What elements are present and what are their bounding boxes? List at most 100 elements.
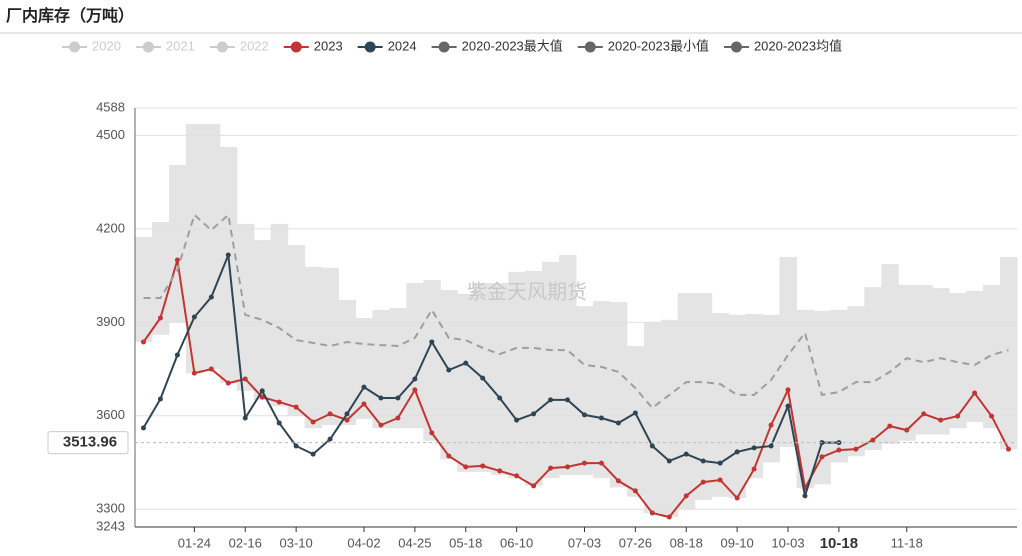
axis-group: 3243 3300 3600 3900 4200 4500 4588 01-24 02-16 03… bbox=[47, 99, 1017, 555]
range-band bbox=[881, 264, 899, 444]
data-point bbox=[497, 395, 503, 401]
pointer-y-box bbox=[47, 431, 129, 455]
range-band bbox=[236, 223, 255, 391]
legend-item[interactable]: 2024 bbox=[357, 38, 417, 53]
x-tick-label: 09-10 bbox=[721, 535, 754, 550]
range-band bbox=[440, 289, 458, 460]
range-band bbox=[609, 302, 628, 488]
data-point bbox=[632, 410, 638, 416]
data-point bbox=[395, 395, 401, 401]
data-point bbox=[412, 376, 418, 382]
data-point bbox=[361, 401, 367, 407]
legend-item[interactable]: 2020-2023最小值 bbox=[577, 38, 709, 53]
data-point bbox=[598, 460, 604, 466]
data-point bbox=[140, 339, 146, 345]
data-point bbox=[1006, 446, 1012, 452]
range-band bbox=[660, 319, 679, 518]
data-point bbox=[819, 454, 825, 460]
data-point bbox=[751, 466, 757, 472]
data-point bbox=[870, 437, 876, 443]
range-band bbox=[304, 266, 323, 429]
legend-item[interactable]: 2022 bbox=[209, 38, 269, 53]
legend-label[interactable]: 2020-2023最大值 bbox=[462, 38, 563, 53]
data-point bbox=[497, 468, 503, 474]
data-point bbox=[972, 390, 978, 396]
x-tick-label: 11-18 bbox=[891, 535, 923, 550]
data-point bbox=[531, 411, 537, 417]
legend-label[interactable]: 2020-2023最小值 bbox=[608, 38, 709, 53]
range-band bbox=[1000, 256, 1018, 450]
series-line bbox=[142, 259, 1010, 519]
x-tick-label: 04-02 bbox=[347, 535, 380, 550]
data-point bbox=[378, 395, 384, 401]
legend-item[interactable]: 2020 bbox=[62, 38, 121, 53]
range-band bbox=[949, 293, 967, 429]
data-point bbox=[327, 436, 333, 442]
data-point bbox=[683, 451, 689, 457]
data-point bbox=[565, 464, 571, 470]
data-point bbox=[429, 339, 435, 345]
legend: 2020 2021 2022 2023 2024 2020-2023最大值 2020-202… bbox=[62, 38, 842, 53]
series-line bbox=[142, 254, 839, 497]
data-point bbox=[632, 488, 638, 494]
data-point bbox=[412, 387, 418, 393]
data-point bbox=[208, 294, 214, 300]
y-tick-label: 3300 bbox=[96, 501, 125, 516]
range-band bbox=[796, 309, 814, 489]
legend-label[interactable]: 2022 bbox=[240, 38, 269, 53]
data-point bbox=[548, 397, 554, 403]
chart-title: 厂内库存（万吨） bbox=[6, 6, 134, 25]
legend-item[interactable]: 2020-2023均值 bbox=[723, 38, 842, 53]
data-point bbox=[293, 404, 299, 410]
data-point bbox=[717, 460, 723, 466]
data-point bbox=[955, 413, 961, 419]
range-band bbox=[135, 236, 153, 342]
data-point bbox=[751, 445, 757, 451]
data-point bbox=[446, 367, 452, 373]
data-point bbox=[310, 419, 316, 425]
data-point bbox=[395, 415, 401, 421]
data-point bbox=[463, 464, 469, 470]
data-point bbox=[259, 388, 265, 394]
pointer-x-label: 10-18 bbox=[820, 535, 858, 552]
data-point bbox=[785, 403, 791, 409]
data-point bbox=[615, 420, 621, 426]
data-point bbox=[225, 252, 231, 258]
legend-label[interactable]: 2021 bbox=[166, 38, 195, 53]
data-point bbox=[734, 449, 740, 455]
legend-icon-dot bbox=[584, 41, 596, 53]
x-tick-label: 07-26 bbox=[619, 535, 652, 550]
data-point bbox=[140, 425, 146, 431]
legend-item[interactable]: 2021 bbox=[135, 38, 195, 53]
y-tick-label: 4588 bbox=[96, 99, 125, 114]
data-point bbox=[989, 413, 995, 419]
legend-icon-dot bbox=[290, 41, 302, 53]
data-point bbox=[157, 315, 163, 321]
data-point bbox=[768, 422, 774, 428]
data-point bbox=[242, 376, 248, 382]
legend-item[interactable]: 2020-2023最大值 bbox=[431, 38, 563, 53]
data-point bbox=[683, 493, 689, 499]
legend-icon-dot bbox=[69, 41, 80, 53]
legend-label[interactable]: 2020 bbox=[92, 38, 121, 53]
legend-label[interactable]: 2023 bbox=[314, 38, 343, 53]
pointer-x-box bbox=[808, 533, 869, 555]
y-tick-label: 4500 bbox=[96, 127, 125, 142]
data-point bbox=[666, 458, 672, 464]
data-point bbox=[531, 483, 537, 489]
data-point bbox=[361, 384, 367, 390]
data-point bbox=[276, 420, 282, 426]
x-tick-label: 01-24 bbox=[178, 535, 211, 550]
data-point bbox=[666, 514, 672, 520]
legend-label[interactable]: 2024 bbox=[388, 38, 417, 53]
data-point bbox=[378, 422, 384, 428]
legend-label[interactable]: 2020-2023均值 bbox=[754, 38, 842, 53]
range-band bbox=[389, 307, 407, 429]
data-point bbox=[191, 314, 197, 320]
legend-item[interactable]: 2023 bbox=[283, 38, 343, 53]
data-point bbox=[480, 463, 486, 469]
data-point bbox=[598, 415, 604, 421]
y-tick-label: 3600 bbox=[96, 407, 125, 422]
data-point bbox=[836, 447, 842, 453]
range-band bbox=[253, 240, 272, 401]
